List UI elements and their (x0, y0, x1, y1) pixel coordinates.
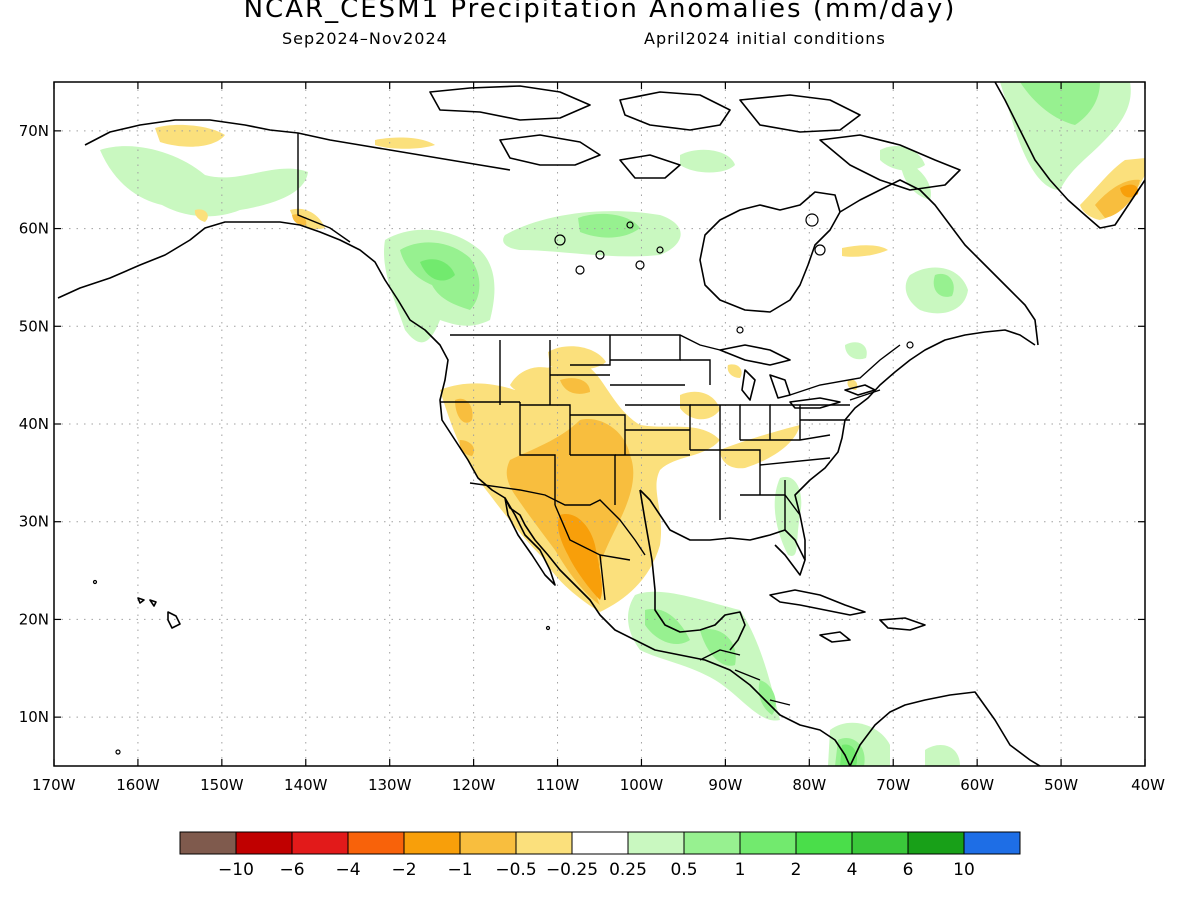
alaska-north-dry-anomaly (155, 124, 225, 147)
colorbar-swatch (291, 831, 349, 855)
lon-tick-label: 70W (876, 776, 910, 794)
montana-dry-anomaly (548, 346, 606, 371)
lon-tick-label: 90W (708, 776, 742, 794)
colorbar-swatch (963, 831, 1021, 855)
colorbar-label: −1 (447, 860, 472, 880)
colorbar-swatch (571, 831, 629, 855)
colorbar-swatch (235, 831, 293, 855)
colorbar-label: 2 (791, 860, 802, 880)
lon-tick-label: 40W (1131, 776, 1165, 794)
colorbar-swatch (627, 831, 685, 855)
lat-tick-label: 30N (19, 513, 49, 531)
colorbar-swatch (907, 831, 965, 855)
colorbar-label: 4 (847, 860, 858, 880)
lon-tick-label: 120W (452, 776, 496, 794)
colorbar-swatch (403, 831, 461, 855)
initial-conditions: April2024 initial conditions (644, 29, 886, 48)
lat-tick-label: 40N (19, 415, 49, 433)
colorbar-label: 1 (735, 860, 746, 880)
lon-tick-label: 150W (200, 776, 244, 794)
lat-tick-label: 10N (19, 708, 49, 726)
colorbar-swatch (515, 831, 573, 855)
colorbar-label: 10 (953, 860, 975, 880)
forecast-period: Sep2024–Nov2024 (282, 29, 448, 48)
colorbar-swatch (347, 831, 405, 855)
colorbar-label: −6 (279, 860, 304, 880)
nw-venezuela-wet-anomaly (925, 745, 960, 766)
lon-tick-label: 50W (1044, 776, 1078, 794)
borders (297, 133, 901, 706)
lat-tick-label: 60N (19, 220, 49, 238)
colorbar-label: 6 (903, 860, 914, 880)
anomaly-fields (100, 82, 1145, 766)
lon-tick-label: 80W (792, 776, 826, 794)
colorbar-label: −0.25 (546, 860, 598, 880)
colorbar-label: −10 (218, 860, 254, 880)
lon-tick-label: 110W (536, 776, 580, 794)
northern-plains-dry-anomaly (510, 367, 567, 394)
lon-tick-label: 60W (960, 776, 994, 794)
lakes-islands (92, 213, 914, 755)
lon-tick-label: 100W (620, 776, 664, 794)
colorbar-swatch (459, 831, 517, 855)
lon-tick-label: 170W (32, 776, 76, 794)
longitude-axis: 170W 160W 150W 140W 130W 120W 110W 100W 90W 80W 70… (32, 82, 1165, 794)
lon-tick-label: 130W (368, 776, 412, 794)
greenland-wet-anomaly (1000, 82, 1131, 190)
coastlines (57, 82, 1145, 766)
colorbar-swatch (739, 831, 797, 855)
latitude-axis: 70N 60N 50N 40N 30N 20N 10N (19, 122, 1145, 726)
lat-tick-label: 70N (19, 122, 49, 140)
lat-tick-label: 20N (19, 610, 49, 628)
alaska-wet-anomaly (100, 146, 308, 217)
map-area (54, 82, 1145, 766)
lat-tick-label: 50N (19, 317, 49, 335)
lon-tick-label: 160W (116, 776, 160, 794)
colorbar-swatch (851, 831, 909, 855)
colorbar-swatch (179, 831, 237, 855)
map-title: NCAR_CESM1 Precipitation Anomalies (mm/d… (243, 0, 957, 24)
colorbar-label: −2 (391, 860, 416, 880)
lon-tick-label: 140W (284, 776, 328, 794)
colorbar: −10 −6 −4 −2 −1 −0.5 −0.25 0.25 0.5 1 2 4 6 10 (179, 831, 1021, 880)
colorbar-swatch (795, 831, 853, 855)
colorbar-label: −4 (335, 860, 360, 880)
hudson-bay-dry-anomaly (842, 245, 888, 257)
tennessee-dry-anomaly (720, 425, 800, 469)
colorbar-swatch (683, 831, 741, 855)
graticule (54, 82, 1145, 766)
colorbar-label: 0.25 (609, 860, 647, 880)
colorbar-label: −0.5 (495, 860, 536, 880)
colorbar-label: 0.5 (670, 860, 697, 880)
